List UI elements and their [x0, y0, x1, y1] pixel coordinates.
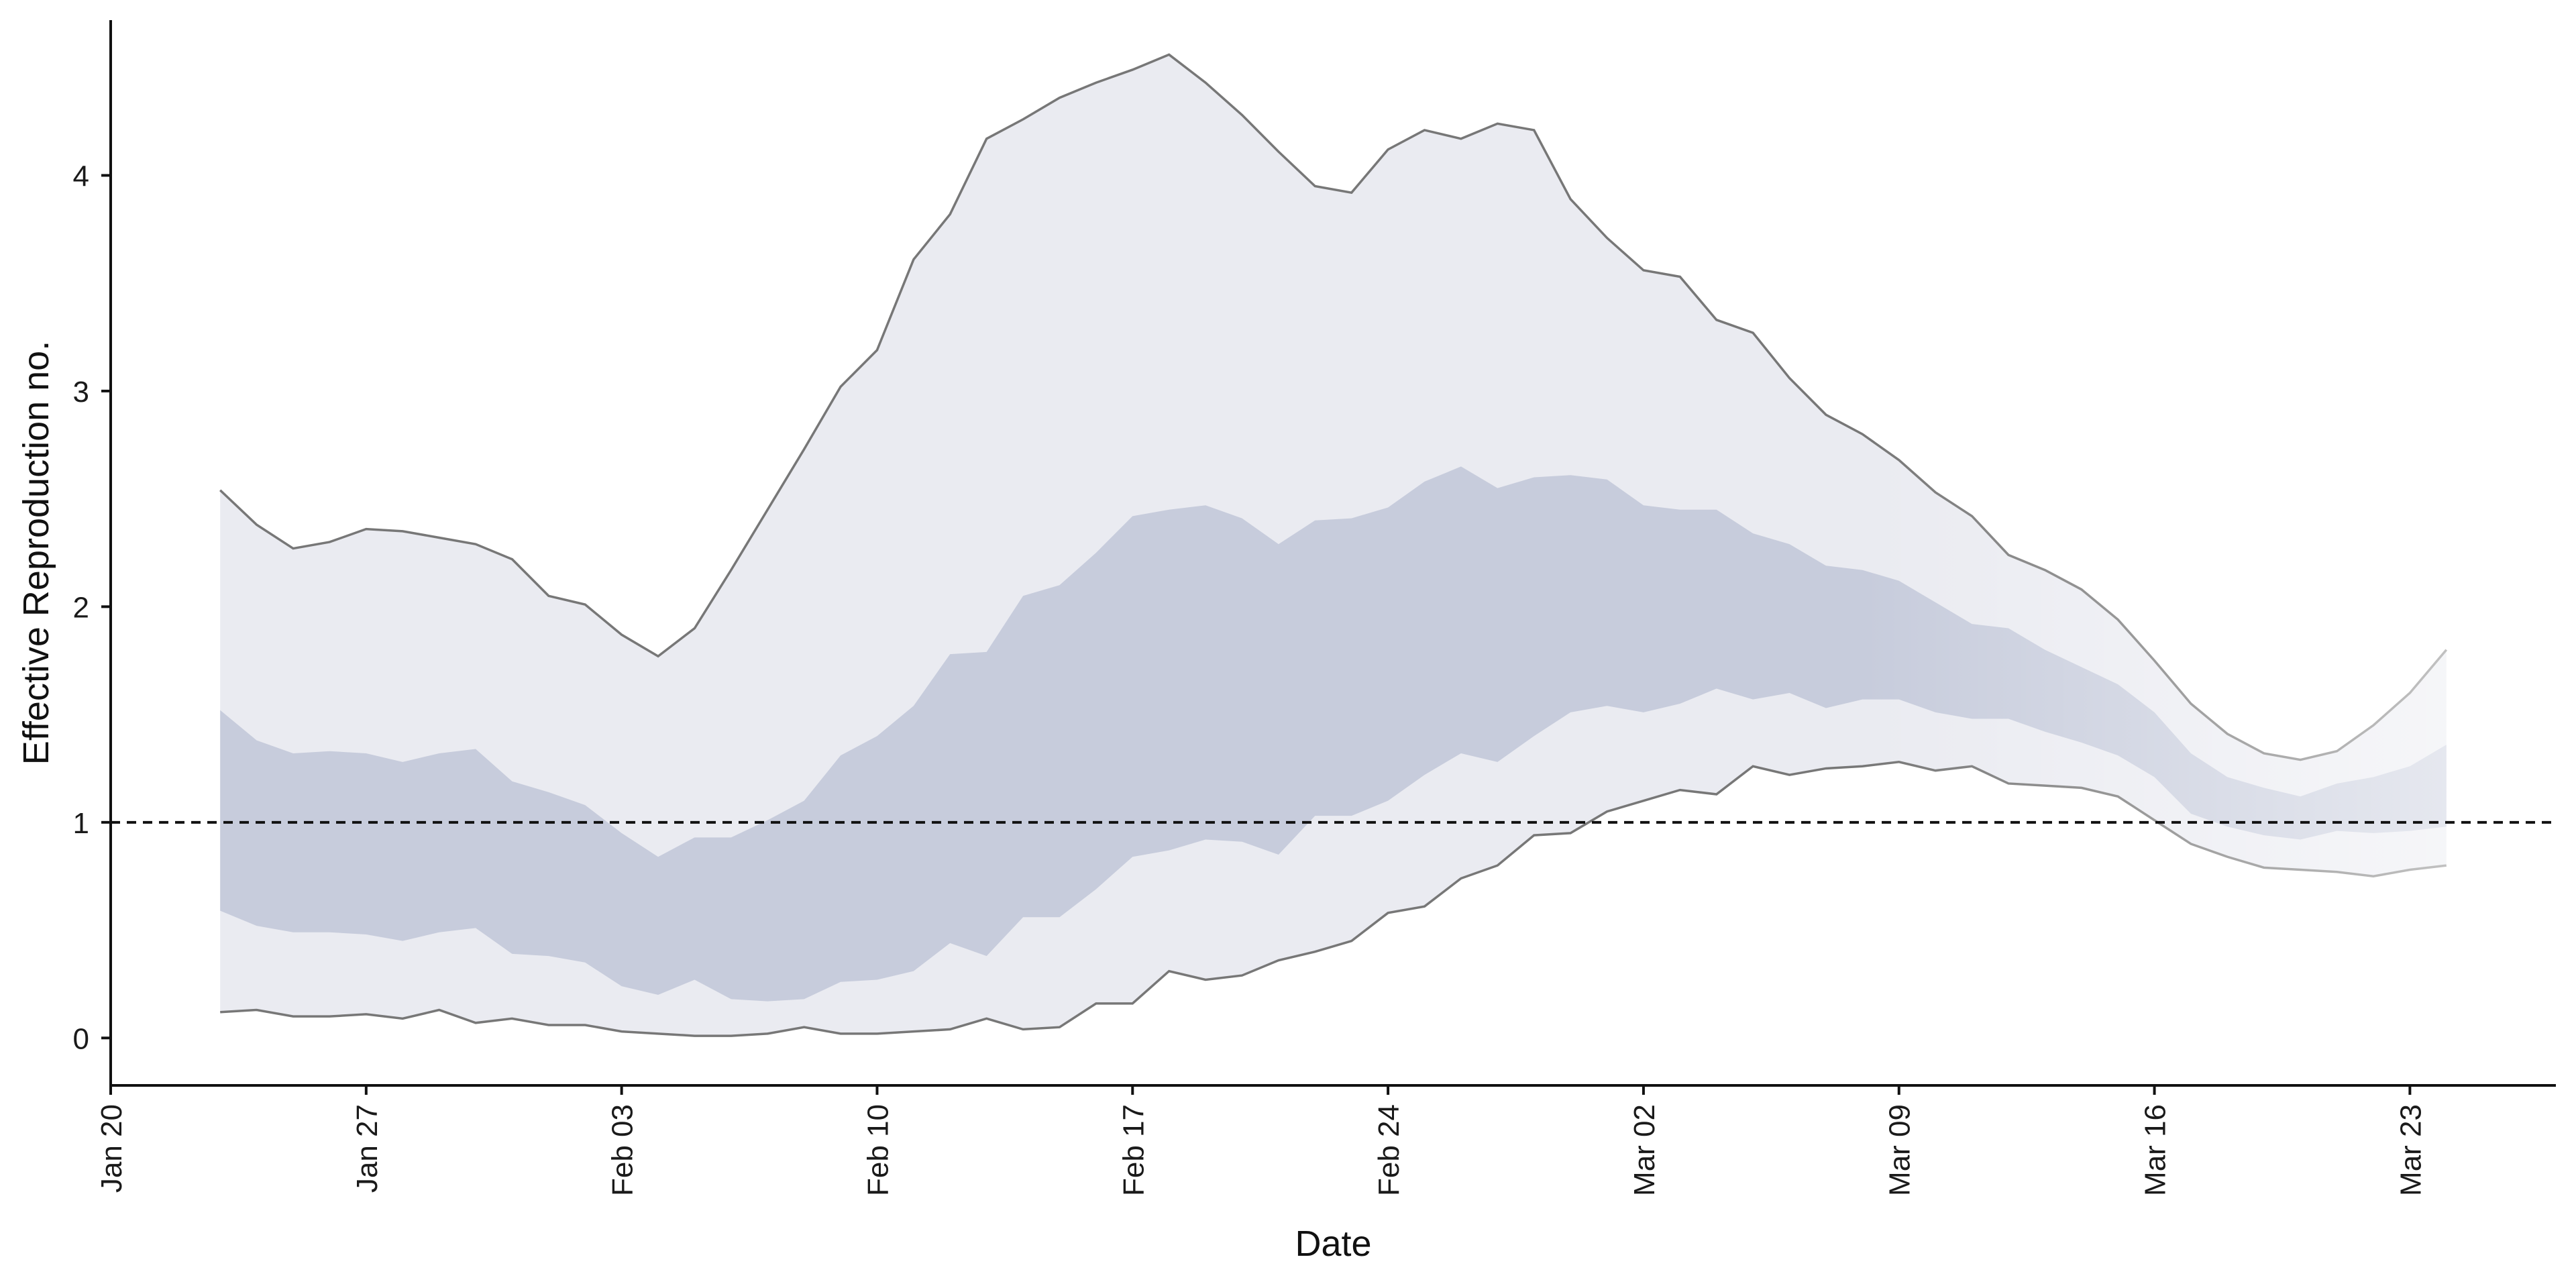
- y-axis-title: Effective Reproduction no.: [16, 341, 56, 765]
- y-tick-label: 2: [73, 591, 89, 624]
- x-tick-label: Jan 27: [351, 1104, 384, 1193]
- x-tick-label: Mar 09: [1884, 1104, 1917, 1196]
- x-axis-ticks: Jan 20 Jan 27 Feb 03 Feb 10 Feb 17 Feb 24 Mar …: [95, 1085, 2427, 1196]
- y-axis-ticks: 0 1 2 3 4: [73, 160, 111, 1055]
- x-tick-label: Mar 02: [1628, 1104, 1661, 1196]
- x-tick-label: Feb 10: [861, 1104, 894, 1196]
- x-tick-label: Feb 03: [606, 1104, 639, 1196]
- forecast-fade-overlay: [1862, 20, 2453, 1085]
- x-tick-label: Mar 16: [2139, 1104, 2172, 1196]
- y-tick-label: 3: [73, 376, 89, 409]
- y-tick-label: 4: [73, 160, 89, 193]
- axes: [109, 20, 2556, 1087]
- x-axis-title: Date: [1295, 1224, 1371, 1264]
- y-tick-label: 0: [73, 1022, 89, 1055]
- x-tick-label: Feb 17: [1117, 1104, 1150, 1196]
- x-tick-label: Jan 20: [95, 1104, 128, 1193]
- y-tick-label: 1: [73, 807, 89, 840]
- x-tick-label: Mar 23: [2394, 1104, 2427, 1196]
- x-tick-label: Feb 24: [1373, 1104, 1405, 1196]
